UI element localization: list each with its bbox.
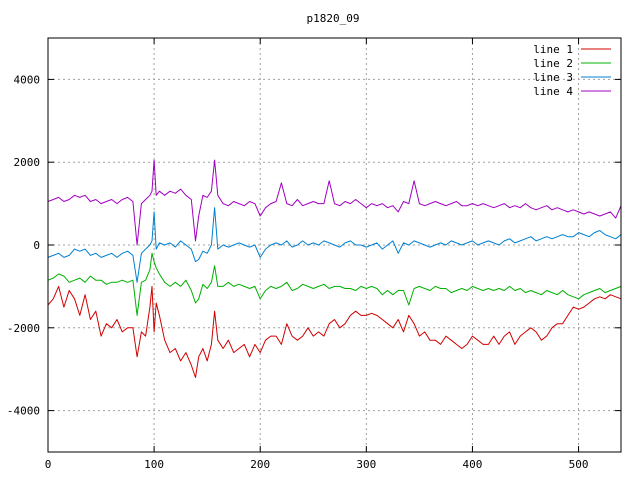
y-tick-label: -4000 xyxy=(7,405,40,418)
x-tick-label: 0 xyxy=(45,458,52,471)
series-line-3 xyxy=(47,207,622,283)
x-tick-label: 300 xyxy=(356,458,376,471)
series-line-2 xyxy=(47,252,622,316)
axis-ticks: 0 100 200 300 400 500 -4000 -2000 0 2000 4000 xyxy=(7,38,621,471)
legend-label-3: line 3 xyxy=(533,71,573,84)
x-tick-label: 400 xyxy=(463,458,483,471)
x-tick-label: 100 xyxy=(144,458,164,471)
y-tick-label: 4000 xyxy=(14,73,41,86)
grid-lines xyxy=(48,38,621,452)
legend-label-4: line 4 xyxy=(533,85,573,98)
series-line-4 xyxy=(47,159,622,246)
series-line-1 xyxy=(47,285,622,378)
legend-label-2: line 2 xyxy=(533,57,573,70)
series-layer xyxy=(47,159,622,378)
legend-label-1: line 1 xyxy=(533,43,573,56)
y-tick-label: 0 xyxy=(33,239,40,252)
chart-title: p1820_09 xyxy=(307,12,360,25)
y-tick-label: -2000 xyxy=(7,322,40,335)
x-tick-label: 200 xyxy=(250,458,270,471)
y-tick-label: 2000 xyxy=(14,156,41,169)
x-tick-label: 500 xyxy=(569,458,589,471)
